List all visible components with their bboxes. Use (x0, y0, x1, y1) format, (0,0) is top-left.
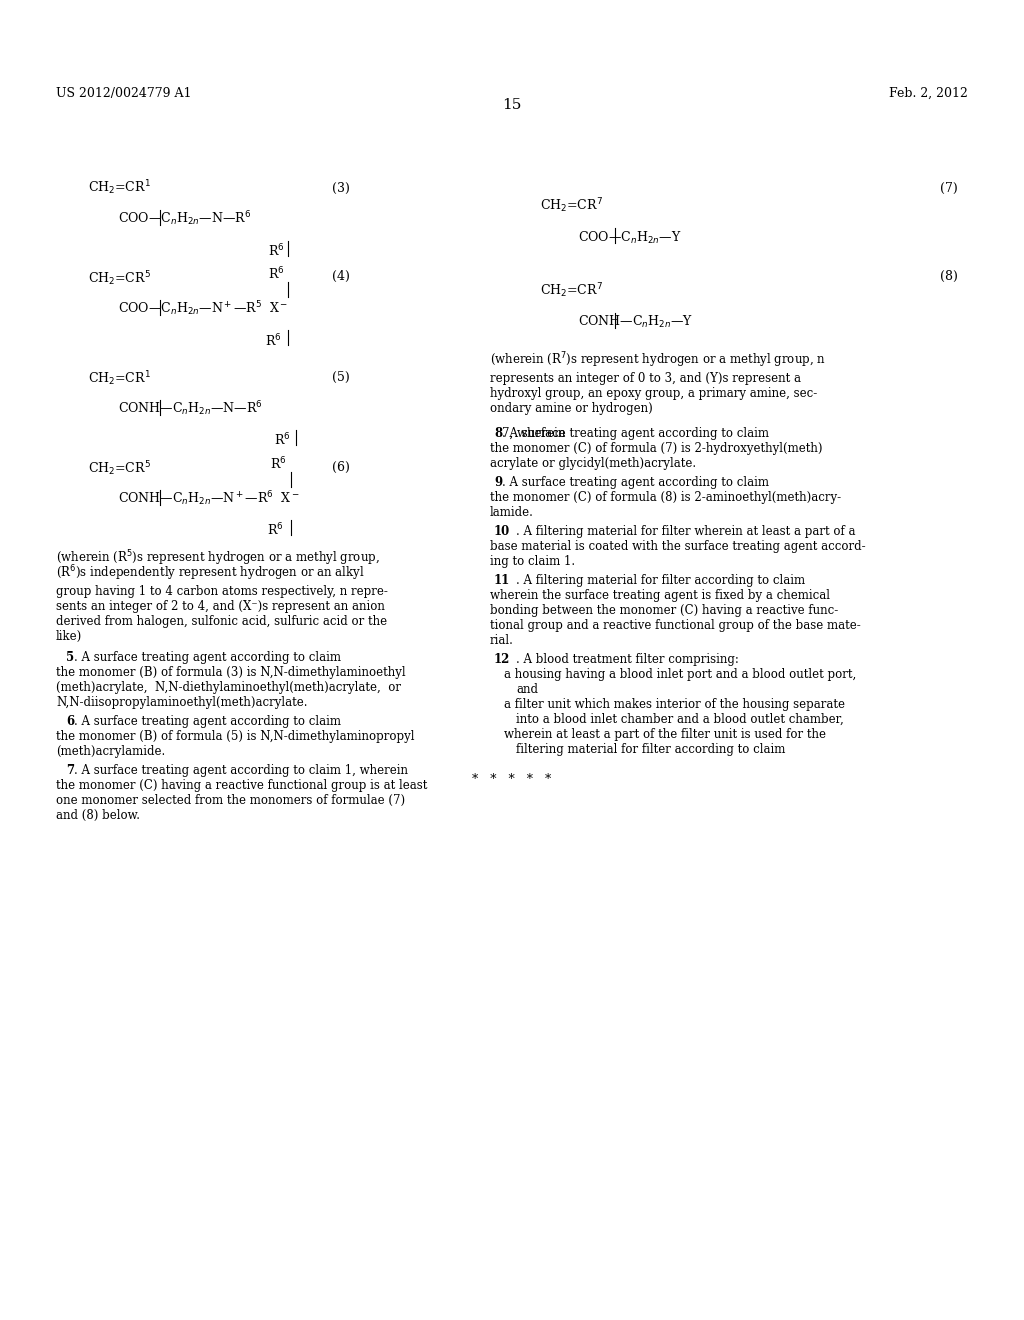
Text: COO—C$_n$H$_{2n}$—N$^+$—R$^5$  X$^-$: COO—C$_n$H$_{2n}$—N$^+$—R$^5$ X$^-$ (118, 300, 289, 318)
Text: CONH—C$_n$H$_{2n}$—Y: CONH—C$_n$H$_{2n}$—Y (578, 314, 693, 330)
Text: sents an integer of 2 to 4, and (X⁻)s represent an anion: sents an integer of 2 to 4, and (X⁻)s re… (56, 601, 385, 612)
Text: R$^6$: R$^6$ (265, 333, 282, 348)
Text: (4): (4) (332, 271, 350, 282)
Text: . A surface treating agent according to claim 1, wherein: . A surface treating agent according to … (74, 764, 408, 777)
Text: *   *   *   *   *: * * * * * (472, 774, 552, 785)
Text: lamide.: lamide. (490, 506, 534, 519)
Text: (6): (6) (332, 461, 350, 474)
Text: CONH—C$_n$H$_{2n}$—N—R$^6$: CONH—C$_n$H$_{2n}$—N—R$^6$ (118, 399, 263, 418)
Text: COO—C$_n$H$_{2n}$—N—R$^6$: COO—C$_n$H$_{2n}$—N—R$^6$ (118, 210, 251, 228)
Text: . A surface treating agent according to claim: . A surface treating agent according to … (74, 715, 345, 729)
Text: (5): (5) (332, 371, 350, 384)
Text: R$^6$: R$^6$ (270, 455, 287, 473)
Text: the monomer (B) of formula (5) is N,N-dimethylaminopropyl: the monomer (B) of formula (5) is N,N-di… (56, 730, 415, 743)
Text: 9: 9 (494, 477, 502, 488)
Text: CH$_2$=CR$^1$: CH$_2$=CR$^1$ (88, 178, 151, 197)
Text: US 2012/0024779 A1: US 2012/0024779 A1 (56, 87, 191, 100)
Text: CONH—C$_n$H$_{2n}$—N$^+$—R$^6$  X$^-$: CONH—C$_n$H$_{2n}$—N$^+$—R$^6$ X$^-$ (118, 490, 300, 508)
Text: ing to claim 1.: ing to claim 1. (490, 554, 575, 568)
Text: (meth)acrylamide.: (meth)acrylamide. (56, 744, 165, 758)
Text: . A surface treating agent according to claim: . A surface treating agent according to … (502, 426, 773, 440)
Text: acrylate or glycidyl(meth)acrylate.: acrylate or glycidyl(meth)acrylate. (490, 457, 696, 470)
Text: represents an integer of 0 to 3, and (Y)s represent a: represents an integer of 0 to 3, and (Y)… (490, 372, 801, 385)
Text: group having 1 to 4 carbon atoms respectively, n repre-: group having 1 to 4 carbon atoms respect… (56, 585, 388, 598)
Text: 8: 8 (494, 426, 502, 440)
Text: 5: 5 (66, 651, 74, 664)
Text: 11: 11 (494, 574, 510, 587)
Text: R$^6$: R$^6$ (268, 243, 285, 259)
Text: R$^6$: R$^6$ (268, 265, 285, 282)
Text: R$^6$: R$^6$ (274, 432, 291, 447)
Text: derived from halogen, sulfonic acid, sulfuric acid or the: derived from halogen, sulfonic acid, sul… (56, 615, 387, 628)
Text: wherein at least a part of the filter unit is used for the: wherein at least a part of the filter un… (504, 729, 826, 741)
Text: one monomer selected from the monomers of formulae (7): one monomer selected from the monomers o… (56, 795, 406, 807)
Text: (meth)acrylate,  N,N-diethylaminoethyl(meth)acrylate,  or: (meth)acrylate, N,N-diethylaminoethyl(me… (56, 681, 401, 694)
Text: (3): (3) (332, 182, 350, 195)
Text: bonding between the monomer (C) having a reactive func-: bonding between the monomer (C) having a… (490, 605, 839, 616)
Text: . A filtering material for filter according to claim: . A filtering material for filter accord… (516, 574, 809, 587)
Text: (wherein (R$^7$)s represent hydrogen or a methyl group, n: (wherein (R$^7$)s represent hydrogen or … (490, 350, 825, 370)
Text: (wherein (R$^5$)s represent hydrogen or a methyl group,: (wherein (R$^5$)s represent hydrogen or … (56, 548, 380, 568)
Text: and (8) below.: and (8) below. (56, 809, 140, 822)
Text: like): like) (56, 630, 82, 643)
Text: CH$_2$=CR$^7$: CH$_2$=CR$^7$ (540, 281, 603, 300)
Text: the monomer (B) of formula (3) is N,N-dimethylaminoethyl: the monomer (B) of formula (3) is N,N-di… (56, 667, 406, 678)
Text: 6: 6 (66, 715, 74, 729)
Text: CH$_2$=CR$^7$: CH$_2$=CR$^7$ (540, 197, 603, 215)
Text: CH$_2$=CR$^5$: CH$_2$=CR$^5$ (88, 459, 151, 478)
Text: the monomer (C) of formula (8) is 2-aminoethyl(meth)acry-: the monomer (C) of formula (8) is 2-amin… (490, 491, 841, 504)
Text: (R$^6$)s independently represent hydrogen or an alkyl: (R$^6$)s independently represent hydroge… (56, 564, 365, 583)
Text: . A surface treating agent according to claim: . A surface treating agent according to … (74, 651, 345, 664)
Text: R$^6$: R$^6$ (267, 521, 284, 539)
Text: rial.: rial. (490, 634, 514, 647)
Text: COO—C$_n$H$_{2n}$—Y: COO—C$_n$H$_{2n}$—Y (578, 230, 681, 246)
Text: and: and (516, 682, 538, 696)
Text: (8): (8) (940, 271, 957, 282)
Text: Feb. 2, 2012: Feb. 2, 2012 (889, 87, 968, 100)
Text: ondary amine or hydrogen): ondary amine or hydrogen) (490, 403, 652, 414)
Text: . A filtering material for filter wherein at least a part of a: . A filtering material for filter wherei… (516, 525, 855, 539)
Text: N,N-diisopropylaminoethyl(meth)acrylate.: N,N-diisopropylaminoethyl(meth)acrylate. (56, 696, 307, 709)
Text: tional group and a reactive functional group of the base mate-: tional group and a reactive functional g… (490, 619, 861, 632)
Text: CH$_2$=CR$^5$: CH$_2$=CR$^5$ (88, 269, 151, 288)
Text: wherein the surface treating agent is fixed by a chemical: wherein the surface treating agent is fi… (490, 589, 830, 602)
Text: . A blood treatment filter comprising:: . A blood treatment filter comprising: (516, 653, 739, 667)
Text: a filter unit which makes interior of the housing separate: a filter unit which makes interior of th… (504, 698, 845, 711)
Text: filtering material for filter according to claim: filtering material for filter according … (516, 743, 790, 756)
Text: the monomer (C) having a reactive functional group is at least: the monomer (C) having a reactive functi… (56, 779, 427, 792)
Text: hydroxyl group, an epoxy group, a primary amine, sec-: hydroxyl group, an epoxy group, a primar… (490, 387, 817, 400)
Text: . A surface treating agent according to claim: . A surface treating agent according to … (502, 477, 773, 488)
Text: 15: 15 (503, 98, 521, 112)
Text: CH$_2$=CR$^1$: CH$_2$=CR$^1$ (88, 370, 151, 388)
Text: (7): (7) (940, 182, 957, 195)
Text: base material is coated with the surface treating agent accord-: base material is coated with the surface… (490, 540, 865, 553)
Text: a housing having a blood inlet port and a blood outlet port,: a housing having a blood inlet port and … (504, 668, 856, 681)
Text: 10: 10 (494, 525, 510, 539)
Text: the monomer (C) of formula (7) is 2-hydroxyethyl(meth): the monomer (C) of formula (7) is 2-hydr… (490, 442, 822, 455)
Text: into a blood inlet chamber and a blood outlet chamber,: into a blood inlet chamber and a blood o… (516, 713, 844, 726)
Text: 12: 12 (494, 653, 510, 667)
Text: 7: 7 (66, 764, 74, 777)
Text: 7, wherein: 7, wherein (502, 426, 565, 440)
